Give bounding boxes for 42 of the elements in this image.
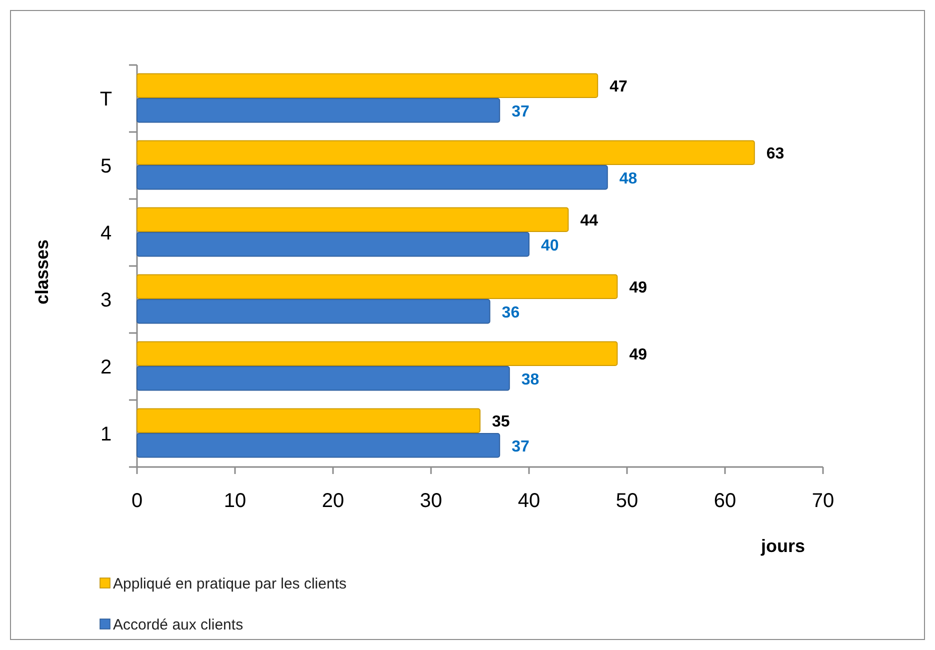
data-label: 44 (580, 212, 598, 230)
data-label: 37 (512, 438, 530, 456)
bar (136, 274, 618, 299)
data-label: 63 (766, 146, 784, 163)
y-tick-label: 3 (100, 290, 112, 312)
y-axis-title: classes (32, 239, 52, 305)
bar (136, 433, 500, 458)
x-tick-label: 70 (812, 490, 834, 512)
x-tick-label: 10 (224, 490, 246, 512)
data-label: 47 (610, 78, 628, 96)
data-label: 37 (512, 103, 530, 120)
bar (136, 341, 618, 366)
bar (136, 366, 510, 391)
data-label: 40 (541, 237, 559, 254)
data-label: 48 (619, 170, 638, 188)
bar (136, 232, 530, 257)
bar (136, 165, 608, 190)
x-tick-label: 30 (420, 490, 442, 512)
y-tick-label: 5 (100, 156, 112, 178)
x-tick-label: 0 (131, 490, 143, 512)
data-label: 49 (629, 280, 648, 297)
data-label: 49 (629, 346, 648, 364)
data-label: 35 (492, 414, 510, 431)
bar (136, 207, 569, 232)
legend-label: Accordé aux clients (113, 616, 244, 634)
x-tick-label: 40 (518, 490, 540, 512)
data-label: 38 (521, 371, 540, 388)
x-tick-label: 50 (616, 490, 638, 512)
x-tick-label: 60 (714, 490, 736, 512)
y-tick-label: 2 (100, 356, 112, 378)
bar (136, 73, 598, 98)
y-tick-label: 1 (100, 424, 112, 446)
legend-label: Appliqué en pratique par les clients (113, 575, 346, 592)
bar (136, 140, 755, 165)
data-label: 36 (502, 304, 520, 322)
x-tick-label: 20 (322, 490, 344, 512)
x-axis-title: jours (760, 536, 806, 556)
bar (136, 299, 490, 324)
y-tick-label: 4 (100, 222, 112, 244)
bar (136, 98, 500, 123)
y-tick-label: T (100, 88, 112, 110)
bar (136, 408, 480, 433)
